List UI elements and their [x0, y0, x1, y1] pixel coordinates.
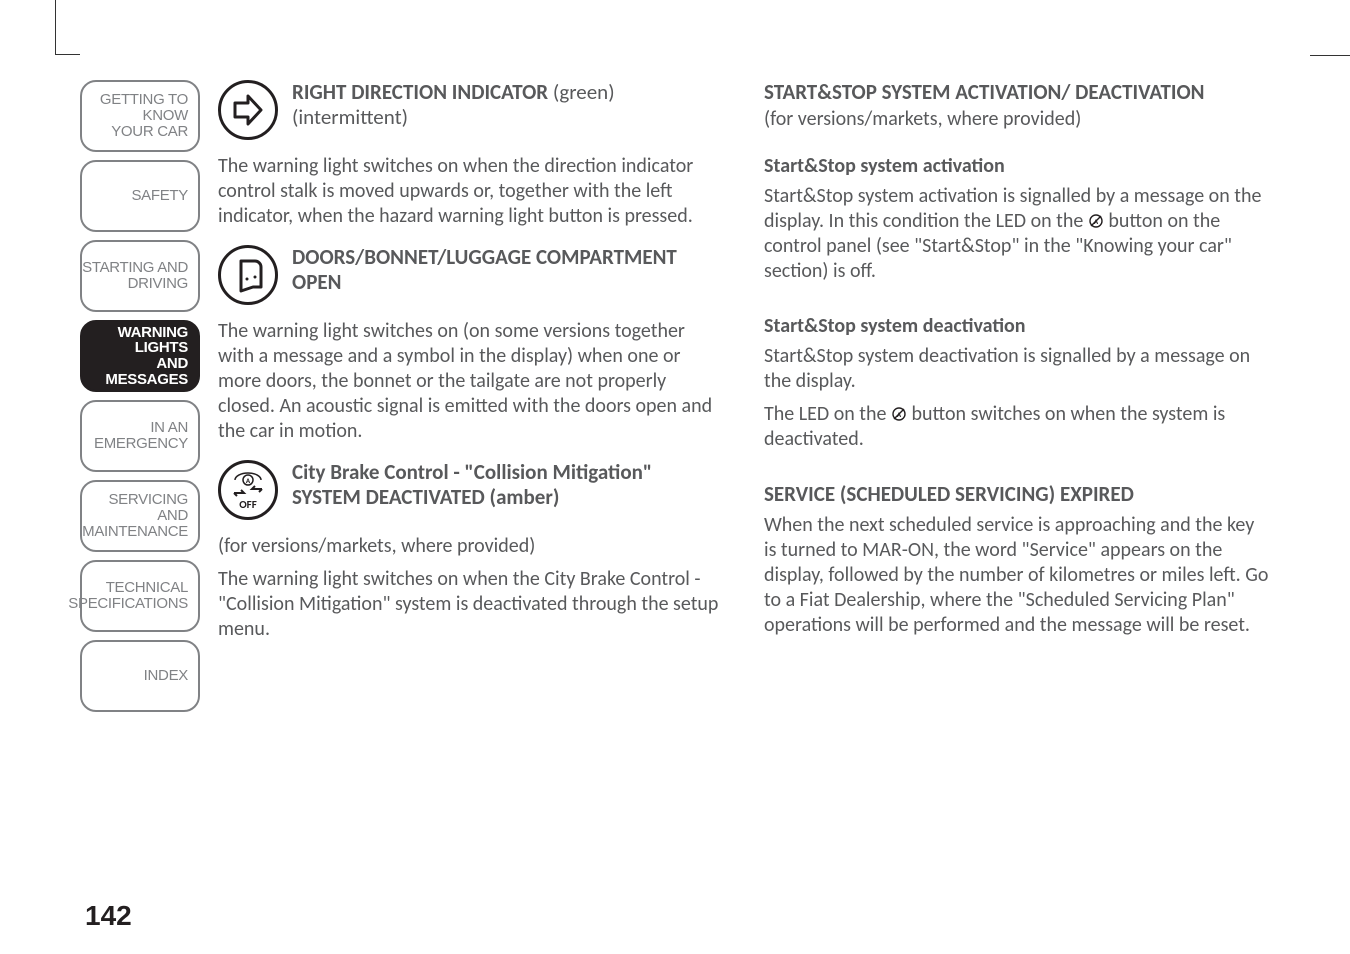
nav-label: MAINTENANCE — [82, 524, 188, 540]
title-bold: RIGHT DIRECTION INDICATOR — [292, 79, 548, 105]
nav-warning-lights: WARNING LIGHTS AND MESSAGES — [80, 320, 200, 392]
nav-label: TECHNICAL — [106, 580, 188, 596]
section-title: City Brake Control - "Collision Mitigati… — [292, 460, 724, 510]
section-title: RIGHT DIRECTION INDICATOR (green) (inter… — [292, 80, 724, 130]
content-columns: RIGHT DIRECTION INDICATOR (green) (inter… — [218, 80, 1270, 880]
nav-label: SPECIFICATIONS — [68, 596, 188, 612]
body-text: The LED on the A button switches on when… — [764, 402, 1270, 452]
section-service: SERVICE (SCHEDULED SERVICING) EXPIRED Wh… — [764, 482, 1270, 654]
nav-getting-to-know: GETTING TO KNOW YOUR CAR — [80, 80, 200, 152]
nav-technical: TECHNICAL SPECIFICATIONS — [80, 560, 200, 632]
section-doors-open: DOORS/BONNET/LUGGAGE COMPARTMENT OPEN — [218, 245, 724, 305]
svg-text:A: A — [246, 476, 251, 485]
nav-label: GETTING TO KNOW — [82, 92, 188, 124]
body-text: Start&Stop system activation is signalle… — [764, 184, 1270, 284]
door-open-icon — [218, 245, 278, 305]
crop-mark — [1310, 55, 1350, 56]
nav-index: INDEX — [80, 640, 200, 712]
column-right: START&STOP SYSTEM ACTIVATION/ DEACTIVATI… — [764, 80, 1270, 880]
sidebar-nav: GETTING TO KNOW YOUR CAR SAFETY STARTING… — [80, 80, 200, 880]
body-text: When the next scheduled service is appro… — [764, 513, 1270, 638]
nav-label: DRIVING — [128, 276, 188, 292]
svg-text:OFF: OFF — [239, 498, 257, 511]
section-city-brake: A OFF City Brake Control - "Collision Mi… — [218, 460, 724, 520]
section-subtitle: Start&Stop system activation — [764, 154, 1270, 178]
nav-label: YOUR CAR — [111, 124, 188, 140]
body-text: The warning light switches on (on some v… — [218, 319, 724, 444]
page-number: 142 — [85, 900, 132, 932]
nav-label: AND MESSAGES — [82, 356, 188, 388]
nav-starting-driving: STARTING AND DRIVING — [80, 240, 200, 312]
right-arrow-icon — [218, 80, 278, 140]
column-left: RIGHT DIRECTION INDICATOR (green) (inter… — [218, 80, 724, 880]
nav-servicing: SERVICING AND MAINTENANCE — [80, 480, 200, 552]
body-text: (for versions/markets, where provided) — [764, 107, 1270, 132]
collision-off-icon: A OFF — [218, 460, 278, 520]
section-title: DOORS/BONNET/LUGGAGE COMPARTMENT OPEN — [292, 245, 724, 295]
nav-label: SAFETY — [131, 188, 188, 204]
start-stop-a-icon: A — [891, 406, 907, 422]
nav-label: WARNING LIGHTS — [82, 325, 188, 357]
section-ss-activation: Start&Stop system activation Start&Stop … — [764, 154, 1270, 300]
body-text: Start&Stop system deactivation is signal… — [764, 344, 1270, 394]
page-container: GETTING TO KNOW YOUR CAR SAFETY STARTING… — [80, 80, 1270, 880]
body-text: The warning light switches on when the d… — [218, 154, 724, 229]
section-ss-deactivation: Start&Stop system deactivation Start&Sto… — [764, 314, 1270, 468]
text-run: The LED on the — [764, 402, 891, 426]
section-start-stop: START&STOP SYSTEM ACTIVATION/ DEACTIVATI… — [764, 80, 1270, 140]
start-stop-a-icon: A — [1088, 213, 1104, 229]
crop-mark — [55, 0, 80, 55]
section-title: START&STOP SYSTEM ACTIVATION/ DEACTIVATI… — [764, 80, 1270, 105]
body-text: (for versions/markets, where provided) — [218, 534, 724, 559]
body-text: The warning light switches on when the C… — [218, 567, 724, 642]
section-right-indicator: RIGHT DIRECTION INDICATOR (green) (inter… — [218, 80, 724, 140]
nav-label: INDEX — [144, 668, 188, 684]
nav-emergency: IN AN EMERGENCY — [80, 400, 200, 472]
nav-label: IN AN EMERGENCY — [82, 420, 188, 452]
section-subtitle: Start&Stop system deactivation — [764, 314, 1270, 338]
section-title: SERVICE (SCHEDULED SERVICING) EXPIRED — [764, 482, 1270, 507]
nav-safety: SAFETY — [80, 160, 200, 232]
nav-label: SERVICING AND — [82, 492, 188, 524]
nav-label: STARTING AND — [82, 260, 188, 276]
